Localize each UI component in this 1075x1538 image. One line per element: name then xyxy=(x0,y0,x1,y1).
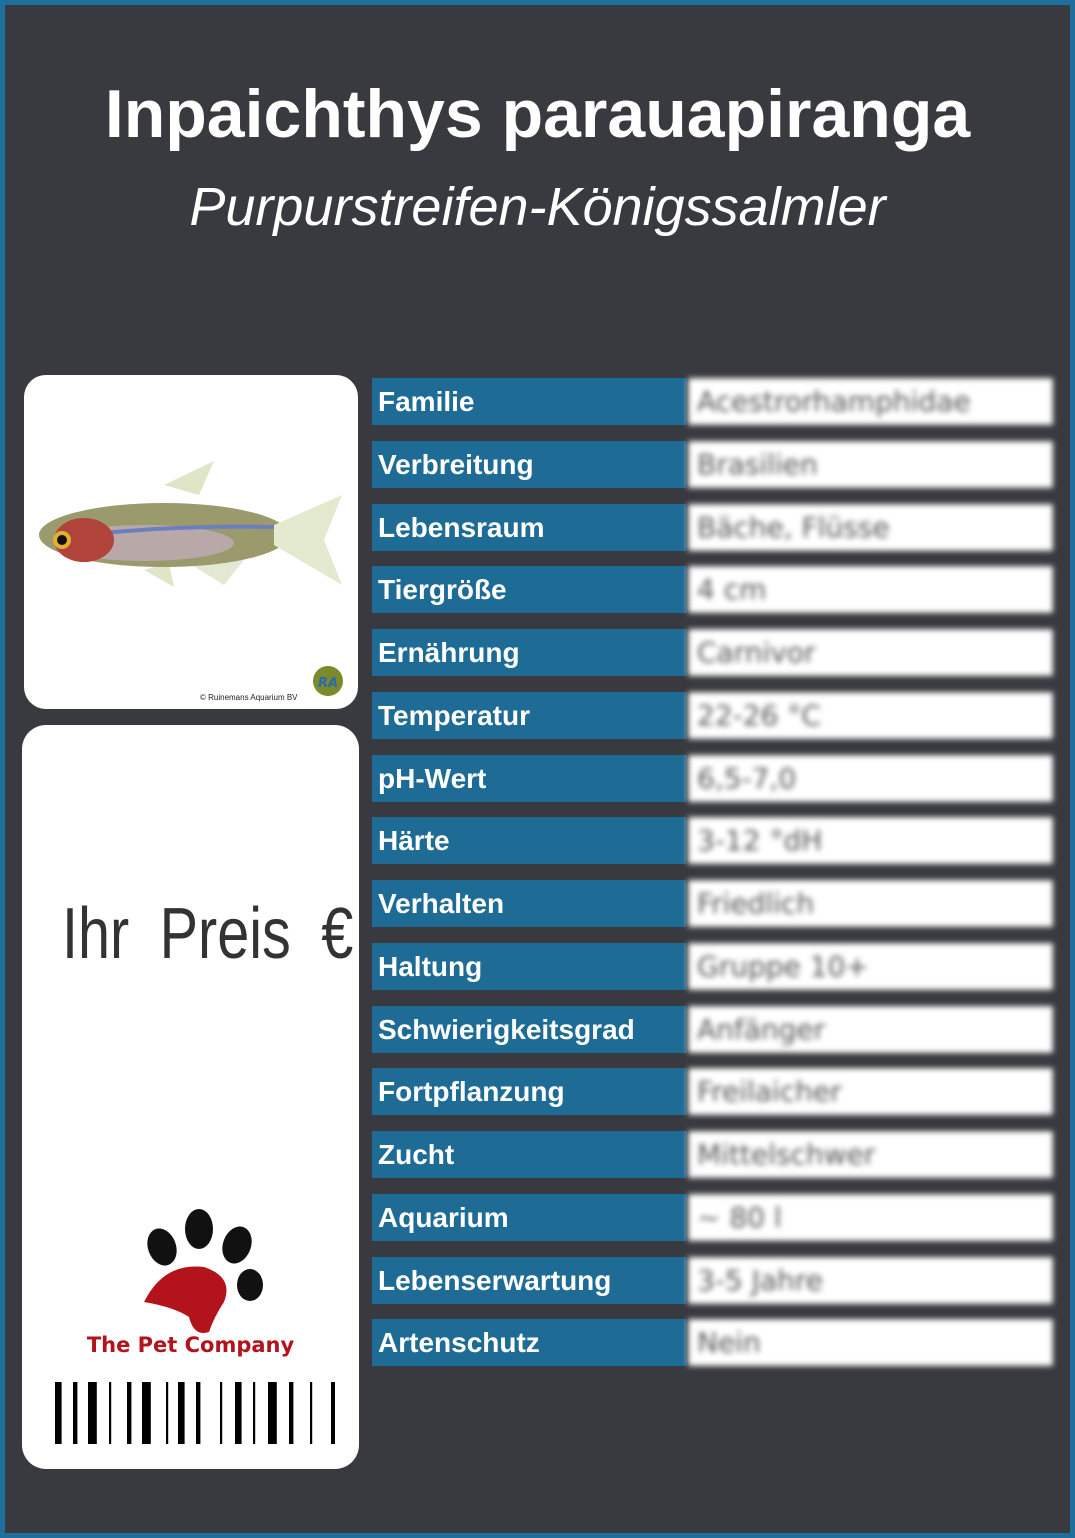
row-label: Aquarium xyxy=(372,1193,686,1241)
info-row: Haltung Gruppe 10+ xyxy=(372,942,1053,990)
barcode-bar xyxy=(73,1382,78,1444)
row-value: Nein xyxy=(688,1319,1053,1367)
row-value: Acestrorhamphidae xyxy=(688,378,1053,425)
row-value: Mittelschwer xyxy=(688,1131,1053,1178)
info-row: Aquarium ~ 80 l xyxy=(372,1193,1053,1241)
svg-text:RA: RA xyxy=(318,676,338,691)
company-name: The Pet Company xyxy=(86,1333,295,1357)
barcode-bar xyxy=(253,1382,256,1444)
row-value: ~ 80 l xyxy=(688,1193,1053,1241)
barcode-bar xyxy=(310,1382,313,1444)
row-label: Lebenserwartung xyxy=(372,1256,686,1304)
barcode-bar xyxy=(166,1382,169,1444)
row-label: Schwierigkeitsgrad xyxy=(372,1005,686,1053)
info-row: Artenschutz Nein xyxy=(372,1319,1053,1367)
barcode-bar xyxy=(220,1382,223,1444)
barcode-bar xyxy=(268,1382,277,1444)
row-value: Freilaicher xyxy=(688,1068,1053,1116)
info-row: pH-Wert 6,5-7,0 xyxy=(372,754,1053,802)
info-row: Lebenserwartung 3-5 Jahre xyxy=(372,1256,1053,1304)
ruinemans-logo: RA xyxy=(313,666,343,696)
barcode-bar xyxy=(109,1382,112,1444)
row-label: pH-Wert xyxy=(372,754,686,802)
barcode-bar xyxy=(289,1382,294,1444)
barcode xyxy=(55,1382,335,1444)
row-value: Carnivor xyxy=(688,629,1053,676)
info-row: Härte 3-12 °dH xyxy=(372,817,1053,865)
row-value: 22-26 °C xyxy=(688,691,1053,739)
row-value: Brasilien xyxy=(688,440,1053,488)
info-row: Fortpflanzung Freilaicher xyxy=(372,1068,1053,1116)
info-row: Schwierigkeitsgrad Anfänger xyxy=(372,1005,1053,1053)
row-label: Fortpflanzung xyxy=(372,1068,686,1116)
info-row: Lebensraum Bäche, Flüsse xyxy=(372,503,1053,551)
row-label: Verbreitung xyxy=(372,440,686,488)
row-value: 3-5 Jahre xyxy=(688,1256,1053,1304)
row-label: Ernährung xyxy=(372,629,686,676)
price-label: Ihr Preis € xyxy=(62,894,354,974)
barcode-bar xyxy=(55,1382,62,1444)
row-label: Familie xyxy=(372,378,686,425)
row-value: 3-12 °dH xyxy=(688,817,1053,865)
info-row: Tiergröße 4 cm xyxy=(372,566,1053,614)
row-value: 6,5-7,0 xyxy=(688,754,1053,802)
row-value: Anfänger xyxy=(688,1005,1053,1053)
info-row: Verhalten Friedlich xyxy=(372,880,1053,927)
row-label: Artenschutz xyxy=(372,1319,686,1367)
common-name: Purpurstreifen-Königssalmler xyxy=(189,177,886,237)
row-label: Lebensraum xyxy=(372,503,686,551)
row-value: Gruppe 10+ xyxy=(688,942,1053,990)
info-row: Ernährung Carnivor xyxy=(372,629,1053,676)
fish-photo: RA © Ruinemans Aquarium BV xyxy=(24,375,358,709)
barcode-bar xyxy=(331,1382,335,1444)
row-label: Temperatur xyxy=(372,691,686,739)
barcode-bar xyxy=(178,1382,185,1444)
info-row: Zucht Mittelschwer xyxy=(372,1131,1053,1178)
info-row: Verbreitung Brasilien xyxy=(372,440,1053,488)
barcode-bar xyxy=(235,1382,242,1444)
barcode-bar xyxy=(142,1382,151,1444)
barcode-bar xyxy=(196,1382,201,1444)
row-label: Tiergröße xyxy=(372,566,686,614)
fish-image xyxy=(39,461,342,587)
paw-logo-icon xyxy=(144,1209,263,1333)
row-label: Haltung xyxy=(372,942,686,990)
row-label: Verhalten xyxy=(372,880,686,927)
row-value: 4 cm xyxy=(688,566,1053,614)
row-value: Friedlich xyxy=(688,880,1053,927)
row-label: Zucht xyxy=(372,1131,686,1178)
photo-credit: © Ruinemans Aquarium BV xyxy=(200,693,298,702)
price-panel: Ihr Preis € The Pet Company xyxy=(22,725,359,1469)
row-value: Bäche, Flüsse xyxy=(688,503,1053,551)
species-title: Inpaichthys parauapiranga xyxy=(104,76,971,152)
row-label: Härte xyxy=(372,817,686,865)
info-row: Familie Acestrorhamphidae xyxy=(372,378,1053,425)
barcode-bar xyxy=(88,1382,97,1444)
barcode-bar xyxy=(127,1382,132,1444)
info-row: Temperatur 22-26 °C xyxy=(372,691,1053,739)
